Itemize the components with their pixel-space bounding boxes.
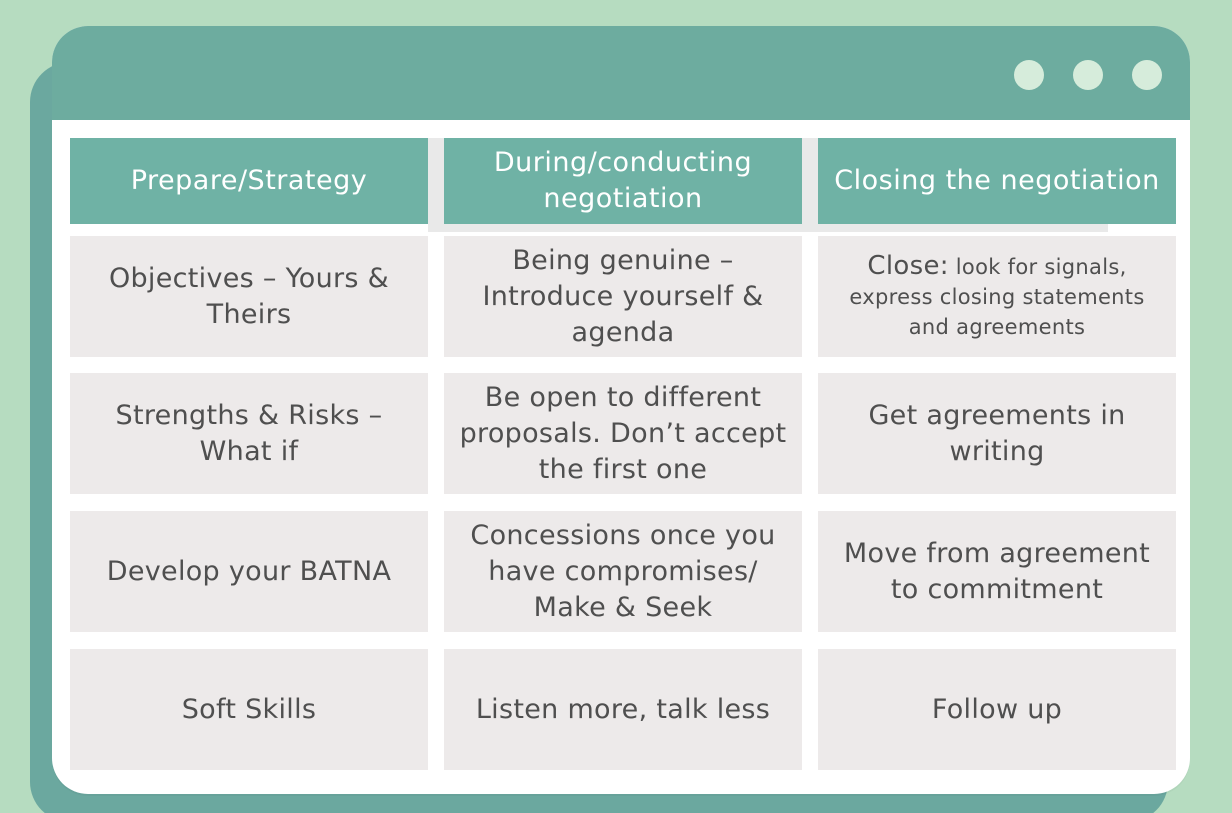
cell-being-genuine: Being genuine – Introduce yourself & age… [444, 236, 802, 357]
cell-batna: Develop your BATNA [70, 511, 428, 632]
cell-objectives-text: Objectives – Yours & Theirs [108, 262, 390, 330]
cell-close: Close: look for signals, express closing… [818, 236, 1176, 357]
cell-agreements-writing: Get agreements in writing [818, 373, 1176, 494]
window-dot-1 [1014, 60, 1044, 90]
header-during-label: During/conducting negotiation [493, 147, 753, 214]
cell-listen-text: Listen more, talk less [475, 693, 771, 725]
cell-commitment: Move from agreement to commitment [818, 511, 1176, 632]
cell-be-open-text: Be open to different proposals. Don’t ac… [459, 381, 787, 485]
cell-close-text: Close: look for signals, express closing… [828, 251, 1166, 342]
header-closing-label: Closing the negotiation [834, 165, 1160, 196]
cell-close-rest: look for signals, express closing statem… [849, 255, 1145, 339]
header-prepare-label: Prepare/Strategy [130, 165, 368, 196]
window-dot-2 [1073, 60, 1103, 90]
cell-concessions-text: Concessions once you have compromises/ M… [470, 519, 776, 623]
cell-being-genuine-text: Being genuine – Introduce yourself & age… [482, 244, 764, 348]
cell-soft-skills-text: Soft Skills [181, 693, 317, 725]
cell-soft-skills: Soft Skills [70, 649, 428, 770]
header-prepare: Prepare/Strategy [70, 138, 428, 224]
cell-strengths: Strengths & Risks – What if [70, 373, 428, 494]
window-titlebar [52, 26, 1190, 120]
cell-be-open: Be open to different proposals. Don’t ac… [444, 373, 802, 494]
header-closing: Closing the negotiation [818, 138, 1176, 224]
cell-agreements-writing-text: Get agreements in writing [868, 399, 1126, 467]
browser-window: Prepare/Strategy During/conducting negot… [52, 26, 1190, 794]
cell-concessions: Concessions once you have compromises/ M… [444, 511, 802, 632]
header-during: During/conducting negotiation [444, 138, 802, 224]
cell-batna-text: Develop your BATNA [106, 555, 392, 587]
cell-strengths-text: Strengths & Risks – What if [115, 399, 383, 467]
cell-listen: Listen more, talk less [444, 649, 802, 770]
window-dot-3 [1132, 60, 1162, 90]
cell-follow-up-text: Follow up [931, 693, 1063, 725]
cell-commitment-text: Move from agreement to commitment [843, 537, 1151, 605]
cell-follow-up: Follow up [818, 649, 1176, 770]
cell-objectives: Objectives – Yours & Theirs [70, 236, 428, 357]
cell-close-lead: Close: [867, 251, 949, 281]
